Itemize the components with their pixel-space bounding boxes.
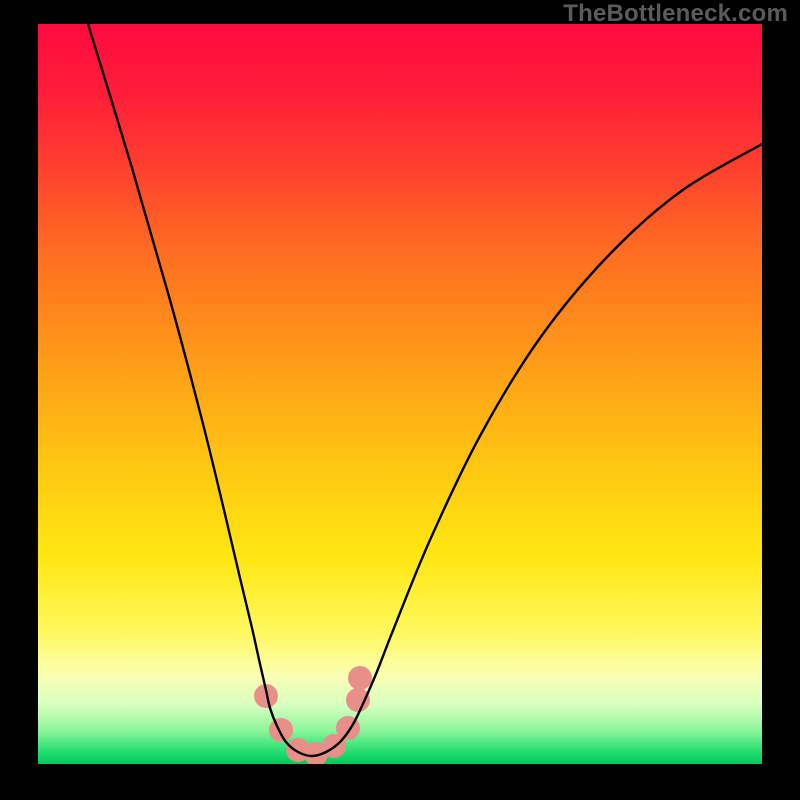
trough-dot — [346, 688, 370, 712]
watermark-text: TheBottleneck.com — [563, 0, 788, 28]
chart-svg — [0, 0, 800, 800]
trough-dot — [269, 718, 293, 742]
plot-area — [38, 24, 762, 764]
chart-stage: TheBottleneck.com — [0, 0, 800, 800]
trough-dot — [348, 666, 372, 690]
